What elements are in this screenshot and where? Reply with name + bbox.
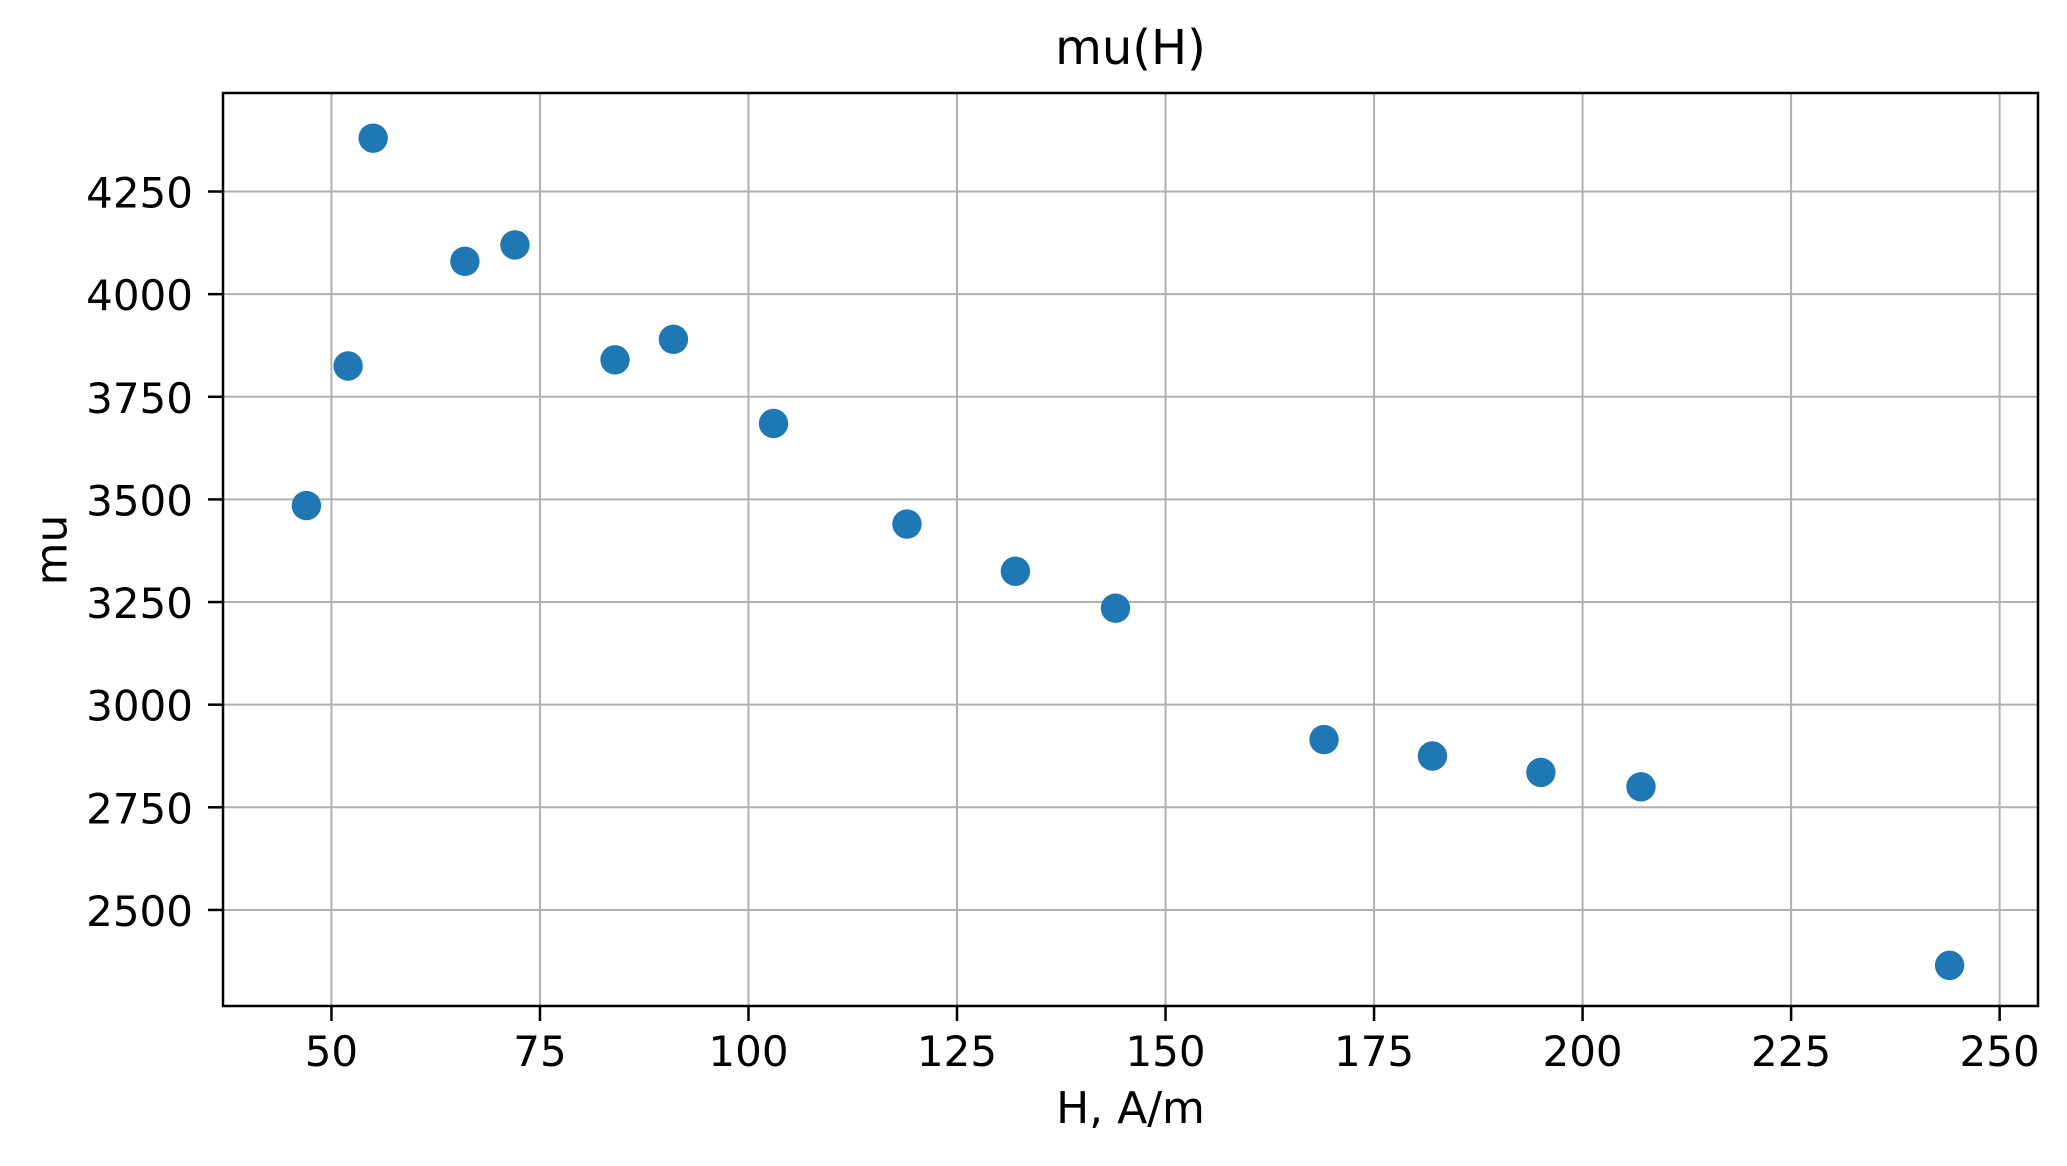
data-point (450, 246, 480, 277)
data-point (291, 490, 322, 521)
y-tick-label: 3250 (86, 579, 193, 628)
data-point (1000, 556, 1031, 586)
y-tick-label: 4000 (86, 271, 193, 320)
x-tick-label: 75 (513, 1027, 566, 1076)
y-tick-label: 4250 (86, 169, 193, 218)
data-point (1934, 950, 1965, 981)
data-point (1626, 772, 1656, 802)
data-point (600, 345, 630, 375)
data-point (333, 351, 363, 381)
axes-frame (221, 91, 2040, 1008)
x-tick-label: 125 (917, 1027, 997, 1076)
y-axis-label: mu (26, 514, 78, 586)
x-tick-label: 150 (1125, 1027, 1205, 1076)
data-point (358, 123, 388, 153)
y-tick-label: 3000 (86, 682, 193, 731)
data-point (1100, 593, 1131, 623)
x-tick-label: 200 (1542, 1027, 1622, 1076)
x-axis-label: H, A/m (1056, 1083, 1205, 1134)
y-tick-label: 2750 (86, 784, 193, 833)
data-point (892, 509, 922, 539)
x-tick-label: 175 (1334, 1027, 1414, 1076)
data-point (1417, 741, 1448, 771)
x-tick-label: 225 (1751, 1027, 1831, 1076)
y-tick-label: 2500 (86, 887, 193, 936)
x-tick-label: 250 (1960, 1027, 2040, 1076)
chart-title: mu(H) (1055, 20, 1206, 76)
data-point (758, 408, 789, 439)
x-tick-label: 50 (305, 1027, 358, 1076)
data-point (1526, 757, 1556, 788)
data-point (658, 324, 689, 355)
data-point (500, 230, 530, 260)
y-tick-label: 3750 (86, 374, 193, 423)
y-tick-label: 3500 (86, 476, 193, 525)
data-point (1309, 724, 1339, 755)
x-tick-label: 100 (708, 1027, 788, 1076)
